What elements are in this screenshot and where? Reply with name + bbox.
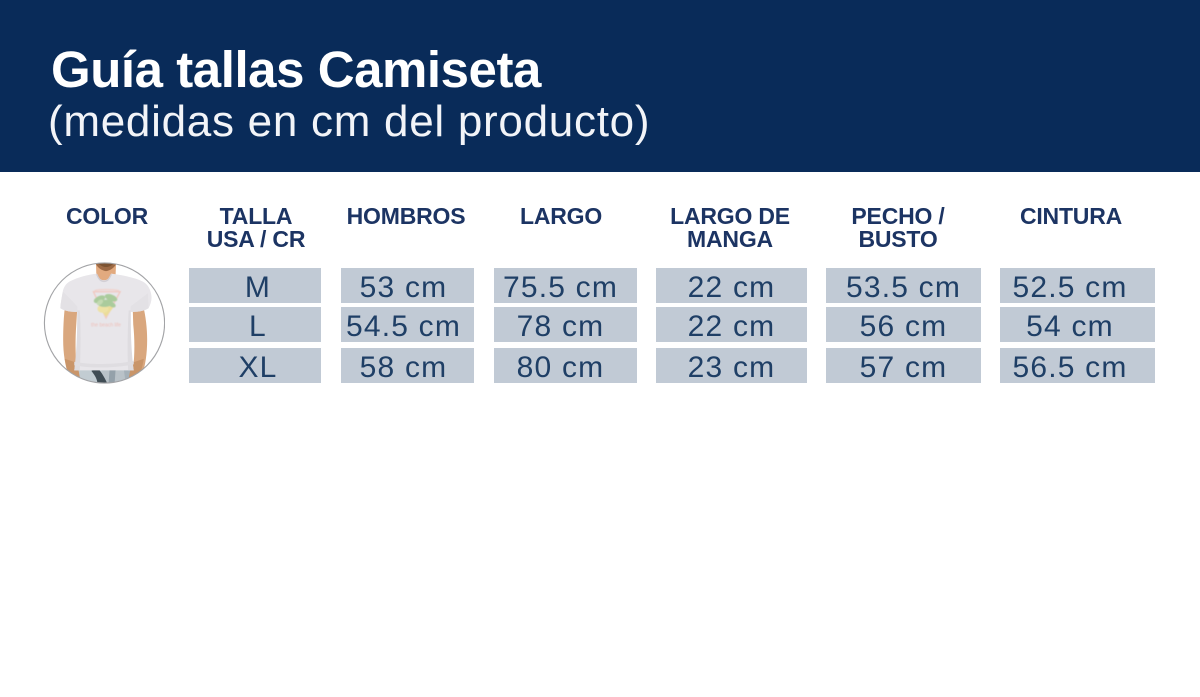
- svg-text:the beach life: the beach life: [91, 322, 121, 328]
